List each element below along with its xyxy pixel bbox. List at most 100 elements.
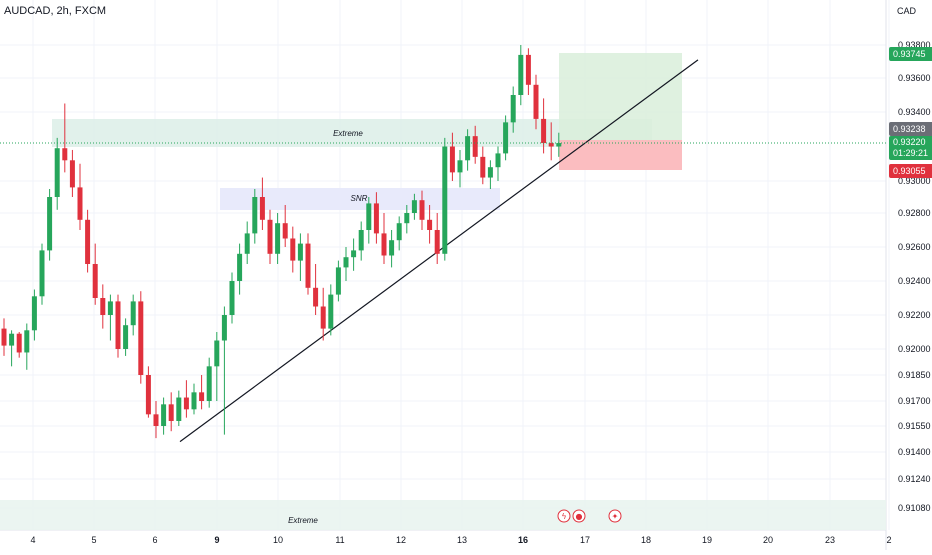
candle-body bbox=[449, 146, 455, 173]
candle-body bbox=[541, 118, 547, 144]
countdown-timer: 01:29:21 bbox=[893, 148, 929, 158]
x-tick-label: 23 bbox=[825, 535, 835, 545]
zone-label: Extreme bbox=[288, 516, 318, 525]
candle-body bbox=[115, 301, 121, 349]
x-tick-label: 9 bbox=[214, 535, 219, 545]
x-tick-label: 17 bbox=[580, 535, 590, 545]
candle-body bbox=[54, 148, 60, 197]
candle-body bbox=[1, 328, 7, 346]
x-tick-label: 13 bbox=[457, 535, 467, 545]
candle-body bbox=[533, 84, 539, 119]
candle-body bbox=[411, 200, 417, 213]
zone-label: SNR bbox=[351, 194, 368, 203]
candle-body bbox=[123, 325, 129, 349]
candle-body bbox=[290, 238, 296, 261]
event-flash-icon bbox=[557, 509, 571, 523]
candle-body bbox=[130, 301, 136, 326]
candle-body bbox=[252, 197, 258, 234]
candle-body bbox=[358, 230, 364, 251]
candle-body bbox=[275, 223, 281, 254]
candle-body bbox=[153, 414, 159, 426]
candle-body bbox=[176, 397, 182, 421]
candle-body bbox=[168, 404, 174, 421]
candle-body bbox=[221, 315, 227, 341]
candle-body bbox=[24, 330, 30, 353]
x-tick-label: 4 bbox=[30, 535, 35, 545]
candle-body bbox=[267, 219, 273, 254]
candle-body bbox=[31, 296, 37, 331]
candle-body bbox=[62, 148, 68, 161]
y-tick-label: 0.91080 bbox=[898, 503, 931, 513]
candle-body bbox=[548, 143, 554, 147]
candle-body bbox=[366, 203, 372, 230]
candle-body bbox=[442, 146, 448, 254]
candle-body bbox=[320, 306, 326, 329]
candle-body bbox=[145, 375, 151, 415]
stop-loss-zone bbox=[559, 140, 682, 170]
x-tick-label: 2 bbox=[886, 535, 891, 545]
candle-body bbox=[419, 200, 425, 220]
candle-body bbox=[199, 392, 205, 401]
x-tick-label: 20 bbox=[763, 535, 773, 545]
extreme-zone-bottom bbox=[0, 500, 886, 530]
y-tick-label: 0.91240 bbox=[898, 474, 931, 484]
candle-body bbox=[183, 397, 189, 410]
candle-body bbox=[525, 54, 531, 85]
candle-body bbox=[259, 197, 265, 220]
candle-body bbox=[85, 219, 91, 264]
candle-body bbox=[389, 240, 395, 256]
candle-body bbox=[556, 143, 562, 147]
candle-body bbox=[92, 264, 98, 298]
candle-body bbox=[328, 294, 334, 329]
candle-body bbox=[404, 213, 410, 224]
x-tick-label: 6 bbox=[152, 535, 157, 545]
candle-body bbox=[305, 243, 311, 288]
candle-body bbox=[495, 153, 501, 168]
candle-body bbox=[343, 257, 349, 268]
zone-label: Extreme bbox=[333, 129, 363, 138]
take-profit-price-label: 0.93745 bbox=[889, 47, 932, 61]
candle-body bbox=[480, 156, 486, 178]
extreme-zone-top bbox=[52, 119, 652, 147]
currency-label: CAD bbox=[897, 6, 917, 16]
candle-body bbox=[138, 301, 144, 375]
x-tick-label: 16 bbox=[518, 535, 528, 545]
candle-body bbox=[518, 54, 524, 95]
x-tick-label: 5 bbox=[91, 535, 96, 545]
candle-body bbox=[282, 223, 288, 239]
candle-body bbox=[396, 223, 402, 241]
candle-body bbox=[244, 233, 250, 254]
candle-body bbox=[297, 243, 303, 261]
y-tick-label: 0.92600 bbox=[898, 242, 931, 252]
candle-body bbox=[313, 287, 319, 307]
candle-body bbox=[434, 230, 440, 254]
x-tick-label: 18 bbox=[641, 535, 651, 545]
event-flag-icon-glyph: ● bbox=[576, 512, 583, 521]
y-tick-label: 0.91400 bbox=[898, 447, 931, 457]
symbol-label: AUDCAD, 2h, FXCM bbox=[4, 5, 107, 17]
candle-body bbox=[16, 333, 22, 353]
y-tick-label: 0.92000 bbox=[898, 344, 931, 354]
y-tick-label: 0.93400 bbox=[898, 107, 931, 117]
candle-body bbox=[503, 122, 509, 154]
candle-body bbox=[107, 301, 113, 315]
x-tick-label: 10 bbox=[273, 535, 283, 545]
candle-body bbox=[47, 197, 53, 251]
event-canada-icon-glyph: ✦ bbox=[612, 512, 619, 521]
candle-body bbox=[472, 136, 478, 157]
candle-body bbox=[39, 250, 45, 297]
x-tick-label: 19 bbox=[702, 535, 712, 545]
candle-body bbox=[214, 340, 220, 367]
y-tick-label: 0.93600 bbox=[898, 73, 931, 83]
take-profit-zone bbox=[559, 53, 682, 140]
candle-body bbox=[465, 136, 471, 161]
event-flag-icon bbox=[572, 509, 586, 523]
candle-body bbox=[69, 160, 75, 188]
snr-zone bbox=[220, 188, 500, 210]
y-tick-label: 0.93800 bbox=[898, 40, 931, 50]
y-tick-label: 0.93000 bbox=[898, 176, 931, 186]
event-canada-icon bbox=[608, 509, 622, 523]
candle-body bbox=[161, 404, 167, 426]
